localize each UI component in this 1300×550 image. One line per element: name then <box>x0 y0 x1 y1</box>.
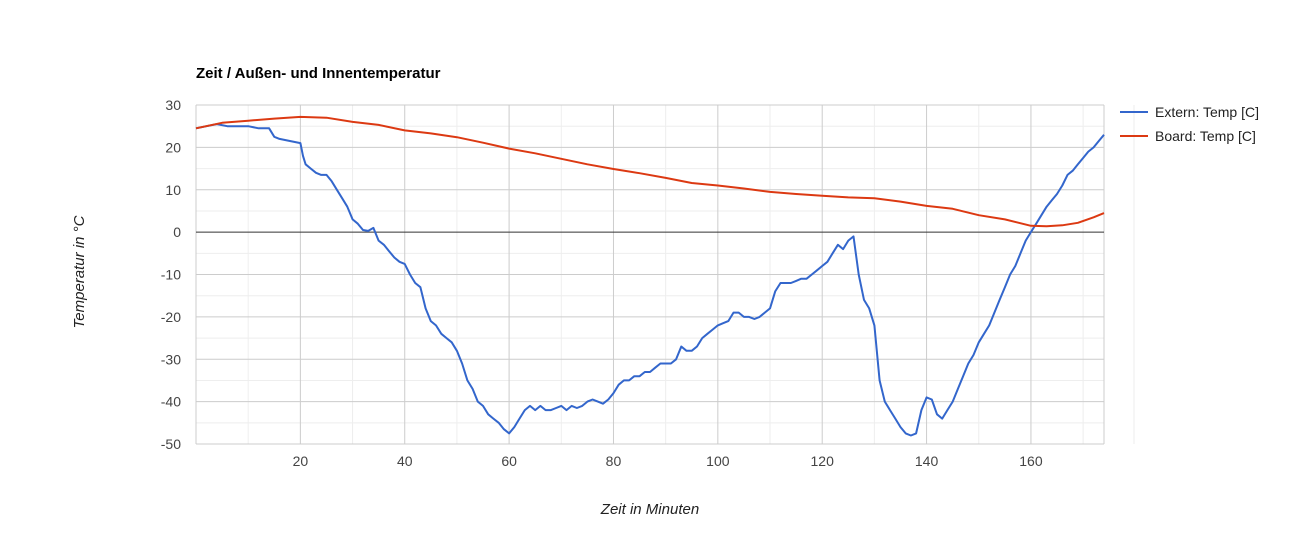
y-axis-label: Temperatur in °C <box>71 215 88 328</box>
x-axis-label: Zeit in Minuten <box>600 501 699 518</box>
y-tick-label: 10 <box>165 182 181 198</box>
x-tick-label: 120 <box>811 453 835 469</box>
x-tick-label: 160 <box>1019 453 1043 469</box>
chart-title: Zeit / Außen- und Innentemperatur <box>196 65 441 82</box>
x-tick-label: 80 <box>606 453 622 469</box>
y-tick-label: -30 <box>161 351 181 367</box>
minor-gridlines <box>196 105 1135 444</box>
x-tick-label: 100 <box>706 453 730 469</box>
y-tick-label: 30 <box>165 97 181 113</box>
y-tick-label: 20 <box>165 139 181 155</box>
y-tick-label: -40 <box>161 394 181 410</box>
y-tick-label: -20 <box>161 309 181 325</box>
legend-entry-label[interactable]: Board: Temp [C] <box>1155 128 1256 144</box>
x-tick-label: 140 <box>915 453 939 469</box>
y-tick-label: -10 <box>161 267 181 283</box>
major-gridlines <box>195 104 1105 445</box>
y-tick-label: -50 <box>161 436 181 452</box>
legend-entry-label[interactable]: Extern: Temp [C] <box>1155 104 1259 120</box>
x-tick-label: 60 <box>501 453 517 469</box>
x-tick-label: 20 <box>293 453 309 469</box>
x-tick-labels: 20 40 60 80 100 120 140 160 <box>293 453 1043 469</box>
series-line-extern-temp <box>195 123 1105 437</box>
y-tick-labels: 30 20 10 0 -10 -20 -30 -40 -50 <box>161 97 181 452</box>
legend[interactable]: Extern: Temp [C] Board: Temp [C] <box>1120 104 1259 144</box>
series-line-board-temp <box>195 115 1105 228</box>
y-tick-label: 0 <box>173 224 181 240</box>
x-tick-label: 40 <box>397 453 413 469</box>
series-layer <box>195 115 1105 437</box>
